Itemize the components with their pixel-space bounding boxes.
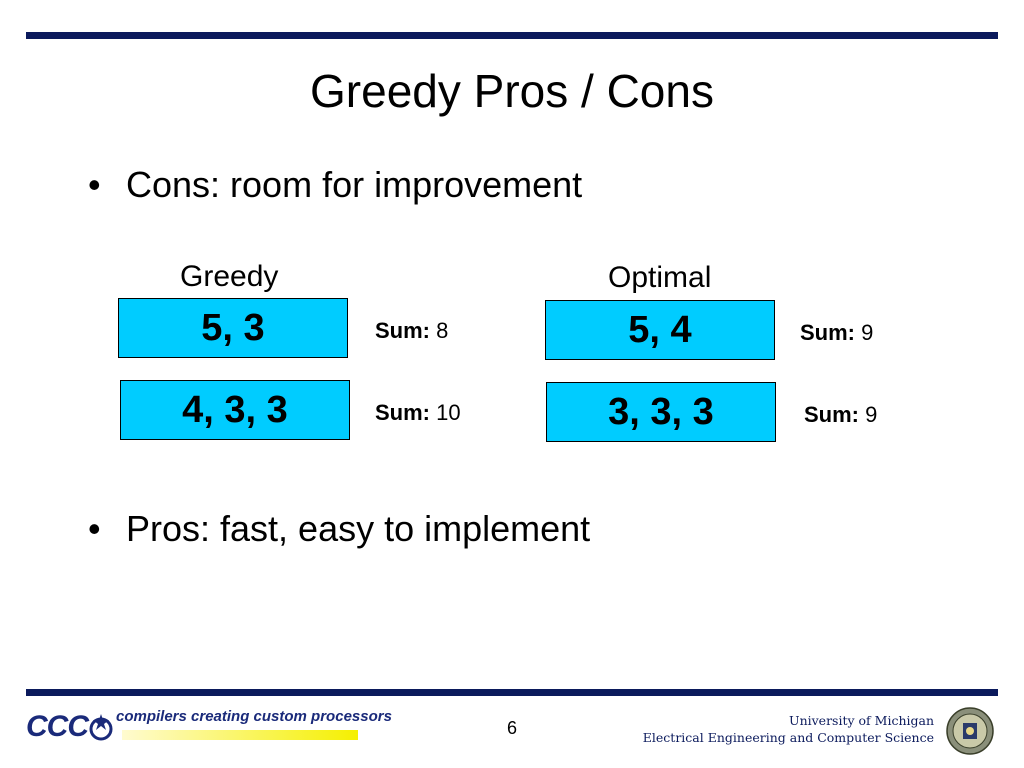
university-line-1: University of Michigan bbox=[789, 713, 934, 728]
sum-value: 9 bbox=[861, 320, 874, 345]
top-rule bbox=[26, 32, 998, 39]
logo-swirl-icon bbox=[89, 714, 113, 741]
sum-value: 8 bbox=[436, 318, 449, 343]
bullet-marker: • bbox=[88, 508, 101, 549]
bullet-text: Pros: fast, easy to implement bbox=[126, 508, 591, 549]
logo-highlight-bar bbox=[122, 730, 358, 740]
university-line-2: Electrical Engineering and Computer Scie… bbox=[642, 730, 934, 745]
bullet-text: Cons: room for improvement bbox=[126, 164, 583, 205]
sum-value: 10 bbox=[436, 400, 461, 425]
ccc-logo: CCC compilers creating custom processors bbox=[26, 706, 392, 746]
bullet-marker: • bbox=[88, 164, 101, 205]
greedy-sum-1: Sum: 8 bbox=[375, 318, 448, 344]
university-seal-icon bbox=[946, 707, 994, 755]
optimal-box-1: 5, 4 bbox=[545, 300, 775, 360]
greedy-box-2: 4, 3, 3 bbox=[120, 380, 350, 440]
sum-label: Sum: bbox=[804, 402, 859, 427]
optimal-sum-2: Sum: 9 bbox=[804, 402, 877, 428]
sum-label: Sum: bbox=[375, 318, 430, 343]
bottom-rule bbox=[26, 689, 998, 696]
optimal-box-2: 3, 3, 3 bbox=[546, 382, 776, 442]
bullet-pros: • Pros: fast, easy to implement bbox=[88, 508, 590, 550]
greedy-sum-2: Sum: 10 bbox=[375, 400, 461, 426]
sum-label: Sum: bbox=[800, 320, 855, 345]
greedy-box-1: 5, 3 bbox=[118, 298, 348, 358]
page-number: 6 bbox=[506, 718, 517, 738]
greedy-heading: Greedy bbox=[180, 260, 279, 293]
slide-title: Greedy Pros / Cons bbox=[310, 65, 714, 117]
optimal-heading: Optimal bbox=[608, 261, 712, 294]
bullet-cons: • Cons: room for improvement bbox=[88, 164, 582, 206]
sum-label: Sum: bbox=[375, 400, 430, 425]
logo-tagline: compilers creating custom processors bbox=[116, 708, 392, 725]
logo-ccc-text: CCC bbox=[26, 710, 89, 743]
optimal-sum-1: Sum: 9 bbox=[800, 320, 873, 346]
university-text: University of Michigan Electrical Engine… bbox=[643, 712, 934, 746]
sum-value: 9 bbox=[865, 402, 878, 427]
